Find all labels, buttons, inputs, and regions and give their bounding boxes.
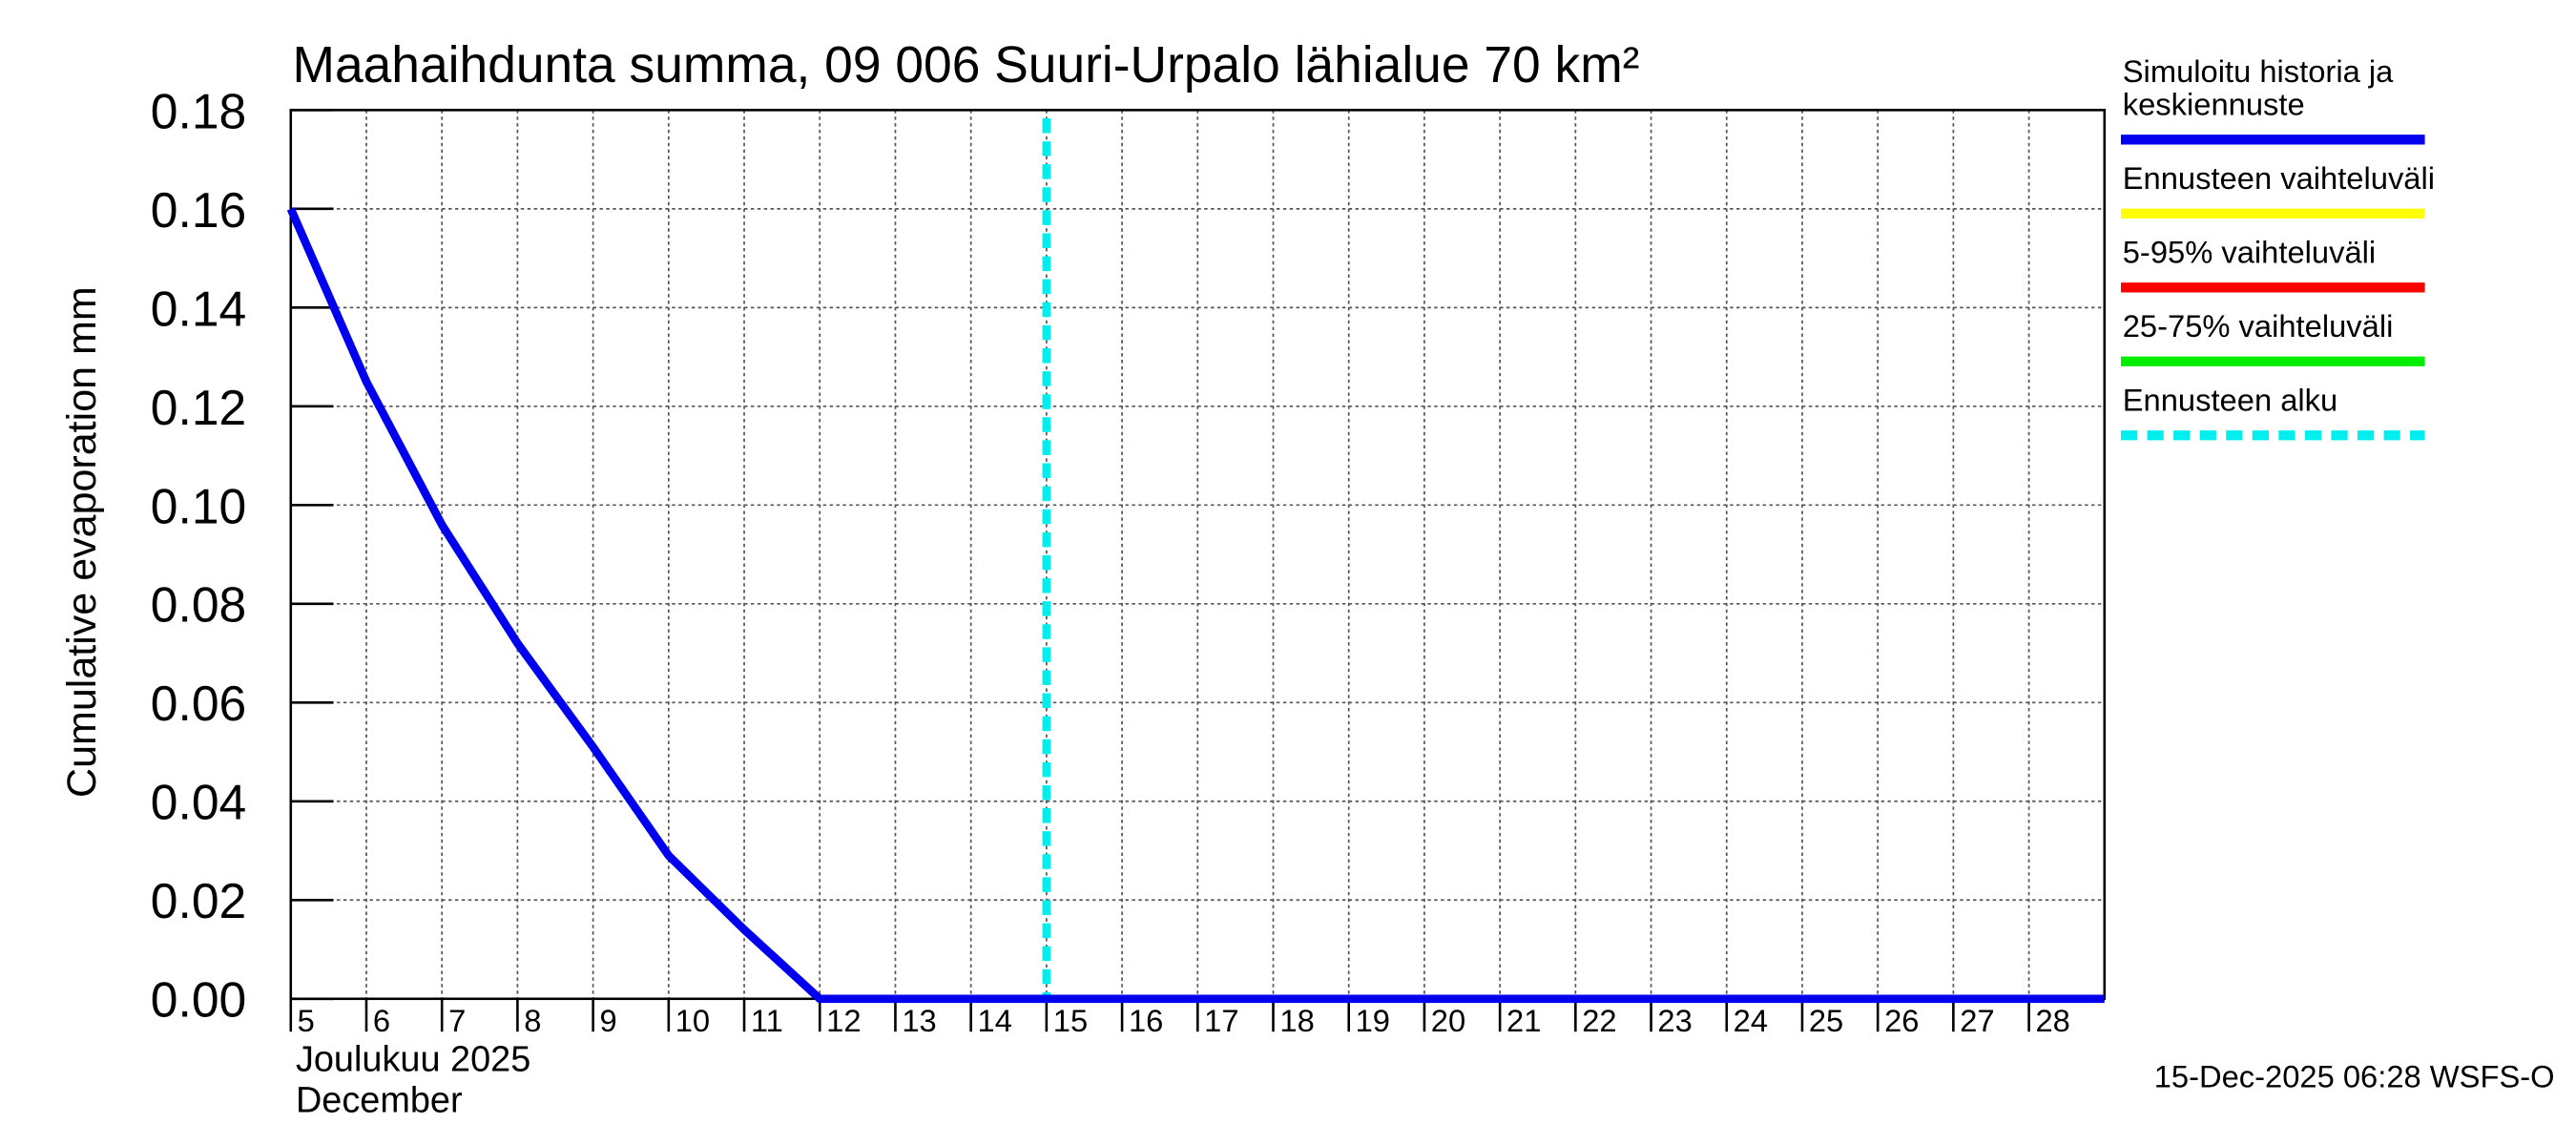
x-axis-label: December: [296, 1081, 463, 1121]
x-tick-label: 21: [1506, 1003, 1541, 1038]
x-tick-label: 15: [1053, 1003, 1088, 1038]
x-tick-label: 20: [1431, 1003, 1465, 1038]
x-tick-label: 18: [1279, 1003, 1314, 1038]
legend-label: 5-95% vaihteluväli: [2123, 234, 2376, 269]
x-tick-label: 23: [1657, 1003, 1692, 1038]
footer: 15-Dec-2025 06:28 WSFS-O: [2154, 1059, 2555, 1094]
y-tick-label: 0.08: [151, 577, 247, 633]
data-line: [286, 207, 2105, 1004]
x-tick-label: 28: [2035, 1003, 2069, 1038]
x-tick-label: 5: [298, 1003, 315, 1038]
x-tick-label: 8: [524, 1003, 541, 1038]
x-tick-label: 25: [1809, 1003, 1843, 1038]
legend-label: 25-75% vaihteluväli: [2123, 308, 2394, 344]
x-tick-label: 10: [675, 1003, 710, 1038]
x-tick-label: 17: [1204, 1003, 1238, 1038]
x-tick-label: 16: [1129, 1003, 1163, 1038]
chart-title: Maahaihdunta summa, 09 006 Suuri-Urpalo …: [293, 37, 1640, 94]
x-tick-label: 27: [1960, 1003, 1994, 1038]
x-tick-label: 19: [1356, 1003, 1390, 1038]
x-tick-label: 12: [826, 1003, 861, 1038]
x-tick-label: 7: [448, 1003, 466, 1038]
y-tick-label: 0.06: [151, 676, 247, 731]
legend-label: Ennusteen alku: [2123, 382, 2337, 417]
x-tick-label: 11: [751, 1003, 783, 1038]
x-tick-label: 6: [373, 1003, 390, 1038]
y-tick-label: 0.02: [151, 873, 247, 928]
x-tick-label: 24: [1734, 1003, 1768, 1038]
x-tick-label: 14: [978, 1003, 1012, 1038]
y-tick-label: 0.04: [151, 775, 247, 830]
x-tick-label: 26: [1884, 1003, 1919, 1038]
y-tick-label: 0.10: [151, 478, 247, 533]
x-tick-label: 22: [1582, 1003, 1616, 1038]
y-tick-label: 0.12: [151, 380, 247, 435]
legend-label: keskiennuste: [2123, 87, 2305, 122]
y-tick-label: 0.00: [151, 972, 247, 1028]
y-tick-label: 0.16: [151, 182, 247, 238]
x-tick-label: 13: [902, 1003, 936, 1038]
legend-label: Ennusteen vaihteluväli: [2123, 160, 2435, 196]
y-tick-label: 0.18: [151, 83, 247, 138]
x-tick-label: 9: [600, 1003, 617, 1038]
x-axis-label: Joulukuu 2025: [296, 1040, 530, 1080]
y-tick-label: 0.14: [151, 281, 247, 336]
legend-label: Simuloitu historia ja: [2123, 53, 2394, 89]
y-axis-label: Cumulative evaporation mm: [59, 286, 105, 798]
